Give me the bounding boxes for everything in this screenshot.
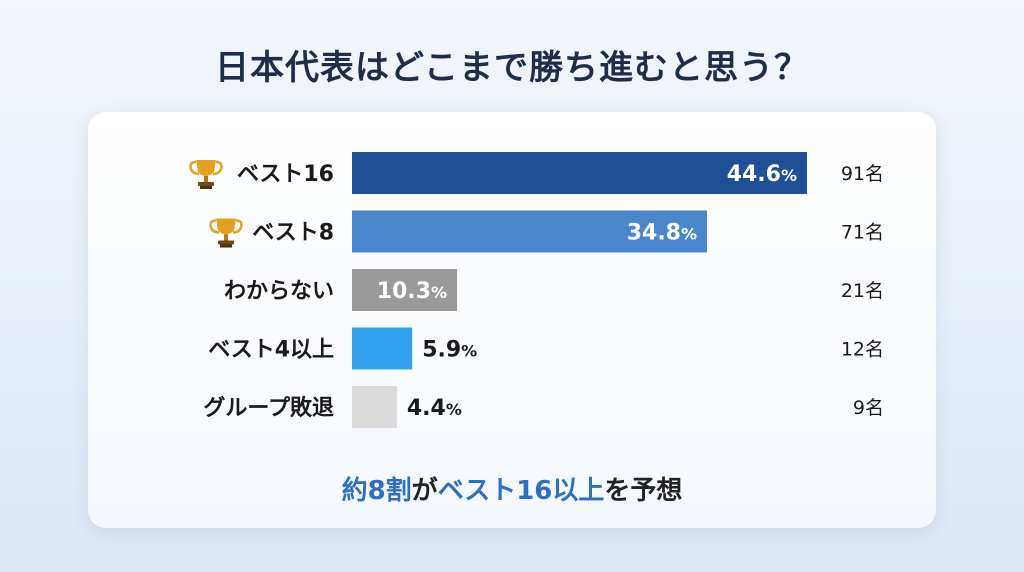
count-label: 21名 bbox=[841, 280, 884, 302]
category-label: ベスト8 bbox=[252, 221, 334, 246]
trophy-icon bbox=[209, 218, 243, 248]
count-label: 12名 bbox=[841, 339, 884, 361]
bar-value-label: 34.8% bbox=[627, 221, 697, 246]
bar bbox=[352, 269, 458, 311]
summary-connector: が bbox=[411, 476, 438, 506]
count-label: 91名 bbox=[841, 163, 884, 185]
bar-value-label: 5.9% bbox=[422, 338, 477, 363]
bar bbox=[352, 152, 807, 194]
bar bbox=[352, 327, 413, 370]
trophy-icon bbox=[189, 160, 223, 189]
summary-suffix: を予想 bbox=[604, 476, 683, 506]
count-label: 9名 bbox=[853, 397, 884, 419]
bar-value-label: 10.3% bbox=[377, 279, 447, 304]
bar bbox=[352, 386, 397, 428]
bar bbox=[352, 210, 708, 253]
category-label: わからない bbox=[224, 279, 334, 304]
category-label: ベスト4以上 bbox=[208, 338, 334, 363]
count-label: 71名 bbox=[841, 222, 884, 244]
category-label: ベスト16 bbox=[237, 162, 334, 187]
summary-highlight-ratio: 約8割 bbox=[341, 476, 412, 506]
chart-title: 日本代表はどこまで勝ち進むと思う？ bbox=[215, 48, 809, 88]
bar-value-label: 4.4% bbox=[407, 396, 462, 421]
category-label: グループ敗退 bbox=[203, 395, 334, 421]
summary-highlight-category: ベスト16以上 bbox=[437, 476, 605, 506]
bar-value-label: 44.6% bbox=[727, 162, 797, 187]
summary-text: 約8割がベスト16以上を予想 bbox=[0, 470, 1024, 507]
